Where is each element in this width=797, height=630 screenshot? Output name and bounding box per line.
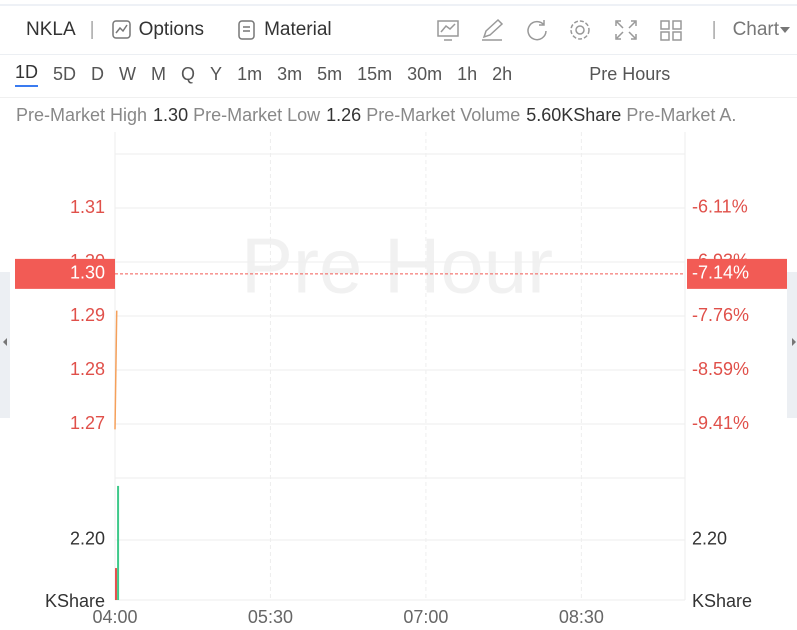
y-tick-label: 1.29 [70, 305, 105, 325]
y-tick-label: 1.28 [70, 359, 105, 379]
y-tick-label: 1.31 [70, 197, 105, 217]
x-tick-label: 04:00 [92, 607, 137, 627]
period-tab[interactable]: 3m [277, 63, 303, 84]
period-tab[interactable]: 15m [357, 63, 393, 84]
period-tab[interactable]: M [151, 63, 167, 84]
period-tab[interactable]: Y [210, 63, 223, 84]
divider: | [89, 19, 95, 40]
y2-tick-label: -9.41% [692, 413, 749, 433]
last-pct-box [687, 258, 787, 289]
period-tab[interactable]: 2h [492, 63, 513, 84]
session-select[interactable]: Pre Hours [589, 63, 671, 84]
options-icon [111, 20, 131, 39]
y2-tick-label: -7.76% [692, 305, 749, 325]
period-tab[interactable]: D [91, 63, 105, 84]
x-tick-label: 08:30 [559, 607, 604, 627]
material-tab[interactable]: Material [264, 19, 332, 40]
scroll-handle [0, 272, 10, 418]
volume-tick-label: 2.20 [692, 529, 727, 549]
divider: | [711, 19, 717, 40]
period-tab[interactable]: 5m [317, 63, 343, 84]
period-tab[interactable]: 1h [457, 63, 478, 84]
last-price-label: 1.30 [70, 263, 105, 283]
price-line [114, 310, 118, 430]
scroll-arrow [792, 338, 796, 346]
pre-market-stats: Pre-Market High 1.30 Pre-Market Low 1.26 Pre… [0, 97, 797, 132]
stat-label: Pre-Market A. [626, 104, 737, 125]
y-tick-label: 1.27 [70, 413, 105, 433]
stat-label: Pre-Market High [16, 104, 148, 125]
scroll-arrow [3, 338, 7, 346]
caret [780, 27, 791, 33]
stat-label: Pre-Market Volume [366, 104, 521, 125]
volume-bar [115, 568, 117, 600]
watermark: Pre Hour [241, 222, 553, 310]
chart: Pre Hour 04:00 05:30 07:00 08:30 1.27 1.28 1.29… [0, 132, 797, 627]
period-tab[interactable]: Q [181, 63, 196, 84]
volume-bar [117, 485, 120, 600]
volume-tick-label: 2.20 [70, 529, 105, 549]
stat-label: Pre-Market Low [193, 104, 321, 125]
options-tab[interactable]: Options [138, 19, 205, 40]
x-tick-label: 05:30 [248, 607, 293, 627]
period-tabs: 1D 5D D W M Q Y 1m 3m 5m 15m 30m 1h 2h Pre Hours [0, 58, 797, 90]
stat-value: 1.30 [153, 104, 189, 125]
period-tab[interactable]: 1D [15, 62, 39, 87]
period-tab[interactable]: W [119, 63, 137, 84]
volume-unit: KShare [692, 591, 752, 611]
symbol[interactable]: NKLA [26, 19, 76, 40]
last-pct-label: -7.14% [692, 263, 749, 283]
last-price-box [15, 258, 115, 289]
material-icon [238, 20, 255, 40]
y2-tick-label: -6.11% [692, 197, 748, 217]
period-tab[interactable]: 1m [237, 63, 263, 84]
volume-unit: KShare [45, 591, 105, 611]
period-tab[interactable]: 5D [53, 63, 77, 84]
x-tick-label: 07:00 [403, 607, 448, 627]
tool-icons[interactable] [436, 17, 706, 43]
toolbar: NKLA | Options Material | Chart [0, 4, 797, 55]
chart-menu[interactable]: Chart [732, 19, 780, 40]
stat-value: 5.60KShare [526, 104, 622, 125]
period-tab[interactable]: 30m [407, 63, 443, 84]
stat-value: 1.26 [326, 104, 362, 125]
y2-tick-label: -8.59% [692, 359, 749, 379]
